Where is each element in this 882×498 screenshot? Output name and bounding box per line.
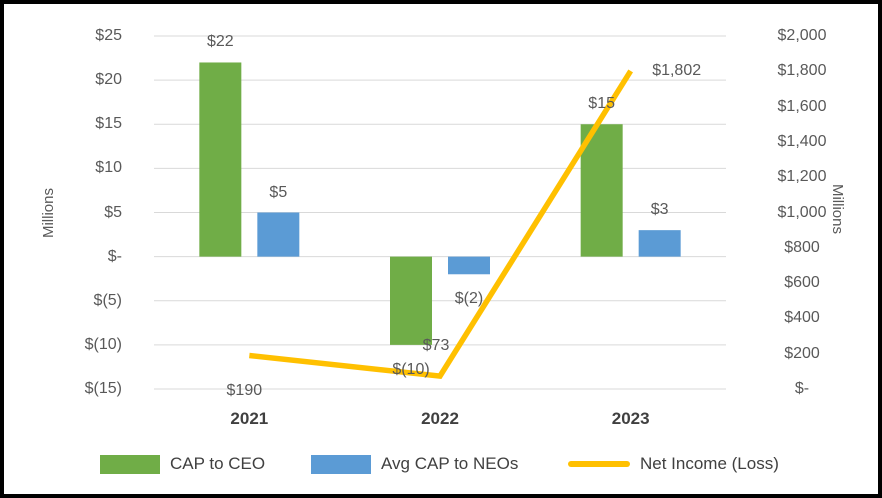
bar-cap-to-ceo-2023	[580, 124, 623, 257]
y-axis-title-left: Millions	[40, 188, 57, 239]
legend-label-avg-cap-to-neos: Avg CAP to NEOs	[381, 454, 519, 473]
legend-swatch-avg-cap-to-neos-icon	[311, 454, 371, 474]
bar-avg-cap-to-neos-2022	[448, 256, 490, 275]
legend-label-net-income-loss: Net Income (Loss)	[640, 454, 779, 473]
plot-area	[154, 35, 726, 390]
bar-avg-cap-to-neos-2021	[257, 212, 300, 257]
bar-cap-to-ceo-2021	[199, 62, 242, 257]
bar-avg-cap-to-neos-2023	[638, 230, 681, 257]
legend-label-cap-to-ceo: CAP to CEO	[170, 454, 266, 473]
line-net-income-loss	[249, 69, 633, 380]
legend-item-avg-cap-to-neos: Avg CAP to NEOs	[311, 453, 518, 475]
legend-swatch-cap-to-ceo-icon	[100, 454, 160, 474]
legend-item-net-income-loss: Net Income (Loss)	[568, 453, 779, 475]
legend-item-cap-to-ceo: CAP to CEO	[100, 453, 265, 475]
y-axis-title-right: Millions	[829, 183, 846, 234]
bar-cap-to-ceo-2022	[390, 256, 432, 345]
legend-swatch-net-income-line-icon	[568, 461, 630, 467]
